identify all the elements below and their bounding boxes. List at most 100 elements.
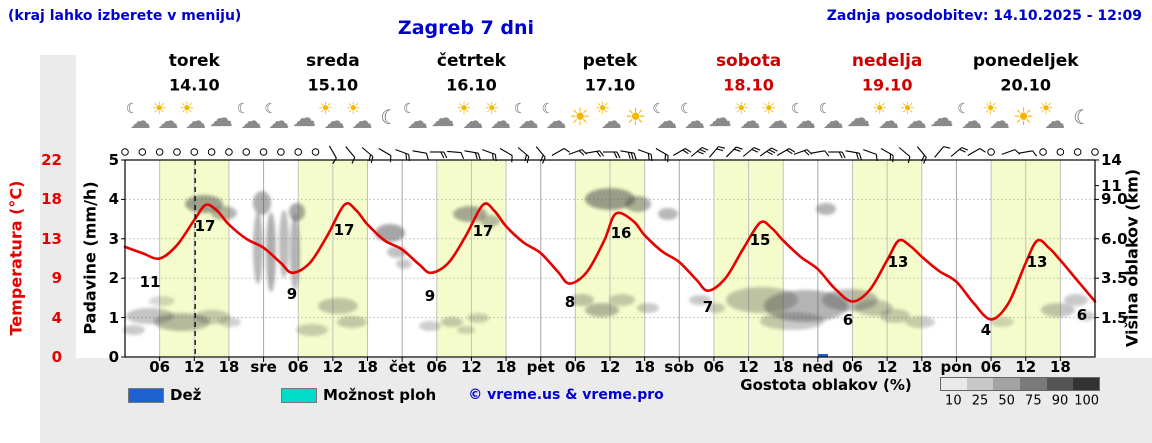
copyright-link[interactable]: © vreme.us & vreme.pro <box>468 387 664 403</box>
x-hour-label: 18 <box>772 358 794 376</box>
wind-barb-row <box>121 145 1099 164</box>
day-date: 16.10 <box>446 75 497 95</box>
wind-barb-icon <box>482 149 497 162</box>
calm-wind-icon <box>277 148 285 156</box>
density-swatch-100 <box>1073 377 1100 391</box>
calm-wind-icon <box>225 148 233 156</box>
temp-tick-label: 18 <box>41 190 62 209</box>
sun-cloud-icon: ☀ ☁ <box>179 99 207 133</box>
x-hour-label: 18 <box>495 358 517 376</box>
showers-legend-label: Možnost ploh <box>323 386 437 404</box>
x-hour-label: 06 <box>564 358 586 376</box>
height-tick-label: 11 <box>1101 176 1122 195</box>
x-hour-label: 12 <box>599 358 621 376</box>
calm-wind-icon <box>1056 148 1065 156</box>
x-hour-label: 18 <box>911 358 933 376</box>
wind-barb-icon <box>828 151 846 159</box>
calm-wind-icon <box>190 148 199 156</box>
wind-barb-icon <box>464 150 481 160</box>
day-name-četrtek: četrtek <box>436 51 506 71</box>
calm-wind-icon <box>987 148 995 156</box>
density-swatch-25 <box>966 377 994 391</box>
x-day-abbrev: pon <box>940 358 973 376</box>
sun-cloud-icon: ☀ ☁ <box>595 99 622 133</box>
calm-wind-icon <box>173 148 181 156</box>
wind-barb-icon <box>551 148 570 156</box>
cloud-icon: ☁ <box>430 104 455 132</box>
day-date: 20.10 <box>1000 75 1052 95</box>
sun-cloud-icon: ☀ ☁ <box>733 99 761 133</box>
temp-tick-label: 4 <box>51 308 62 327</box>
sun-cloud-icon: ☀ ☁ <box>761 99 789 133</box>
moon-cloud-icon: ☾ ☁ <box>680 101 706 133</box>
temp-value-label: 17 <box>472 222 494 240</box>
moon-icon: ☾ <box>380 105 399 129</box>
wind-barb-icon <box>1018 150 1038 157</box>
sun-cloud-icon: ☀ ☁ <box>345 99 373 133</box>
calm-wind-icon <box>121 148 129 156</box>
wind-barb-icon <box>810 150 830 157</box>
bottom-margin-panel <box>40 358 1152 443</box>
wind-barb-icon <box>725 146 743 158</box>
precip-tick-label: 5 <box>108 151 119 169</box>
temp-value-label: 16 <box>610 224 632 242</box>
wind-barb-icon <box>517 147 530 164</box>
sun-cloud-icon: ☀ ☁ <box>872 99 900 133</box>
wind-barb-icon <box>934 146 951 158</box>
cloud-density-legend-title: Gostota oblakov (%) <box>740 376 912 394</box>
moon-cloud-icon: ☾ ☁ <box>791 101 816 133</box>
wind-barb-icon <box>345 146 356 164</box>
temp-value-label: 17 <box>333 221 355 239</box>
sun-cloud-icon: ☀ ☁ <box>983 99 1010 133</box>
day-date: 19.10 <box>861 75 913 95</box>
x-hour-label: 12 <box>1015 358 1037 376</box>
moon-cloud-icon: ☾ ☁ <box>541 101 567 133</box>
cloud-cover-blobs <box>123 188 1095 336</box>
moon-icon: ☾ <box>1073 105 1092 129</box>
density-swatch-75 <box>1020 377 1047 391</box>
wind-barb-icon <box>950 146 969 157</box>
wind-barb-icon <box>690 146 709 157</box>
calm-wind-icon <box>1039 148 1047 156</box>
sun-cloud-icon: ☀ ☁ <box>1038 99 1066 133</box>
wind-barb-icon <box>637 149 653 162</box>
location-hint: (kraj lahko izberete v meniju) <box>8 8 242 24</box>
moon-cloud-icon: ☾ ☁ <box>125 101 151 133</box>
day-date: 15.10 <box>307 75 359 95</box>
density-swatch-90 <box>1046 377 1074 391</box>
temp-value-label: 13 <box>1026 253 1048 271</box>
wind-barb-icon <box>1001 149 1021 155</box>
density-value-label: 75 <box>1025 393 1042 409</box>
moon-cloud-icon: ☾ ☁ <box>264 101 290 133</box>
wind-barb-icon <box>585 150 605 158</box>
x-hour-label: 12 <box>460 358 482 376</box>
cloud-icon: ☁ <box>707 104 732 132</box>
wind-barb-icon <box>863 149 878 162</box>
temp-value-label: 11 <box>139 273 161 291</box>
wind-barb-icon <box>672 148 692 156</box>
wind-barb-icon <box>378 148 392 163</box>
wind-barb-icon <box>793 149 813 156</box>
wind-barb-icon <box>535 146 546 164</box>
cloud-icon: ☁ <box>929 104 954 132</box>
x-hour-label: 12 <box>322 358 344 376</box>
wind-barb-icon <box>620 150 637 160</box>
sun-icon: ☀ <box>569 103 591 131</box>
calm-wind-icon <box>259 148 268 156</box>
precip-tick-label: 3 <box>108 229 119 248</box>
wind-barb-icon <box>880 148 894 163</box>
rain-legend-swatch <box>128 388 164 403</box>
x-day-abbrev: ned <box>802 358 834 376</box>
calm-wind-icon <box>207 148 216 156</box>
x-hour-label: 06 <box>980 358 1002 376</box>
moon-cloud-icon: ☾ ☁ <box>513 101 539 133</box>
sun-cloud-icon: ☀ ☁ <box>151 99 179 133</box>
wind-barb-icon <box>655 148 669 163</box>
height-tick-label: 1.5 <box>1101 308 1128 327</box>
day-date: 17.10 <box>584 75 636 95</box>
height-tick-label: 3.5 <box>1101 269 1128 288</box>
x-hour-label: 06 <box>426 358 448 376</box>
calm-wind-icon <box>155 148 164 156</box>
wind-barb-icon <box>845 150 862 160</box>
day-name-ponedeljek: ponedeljek <box>972 51 1079 71</box>
